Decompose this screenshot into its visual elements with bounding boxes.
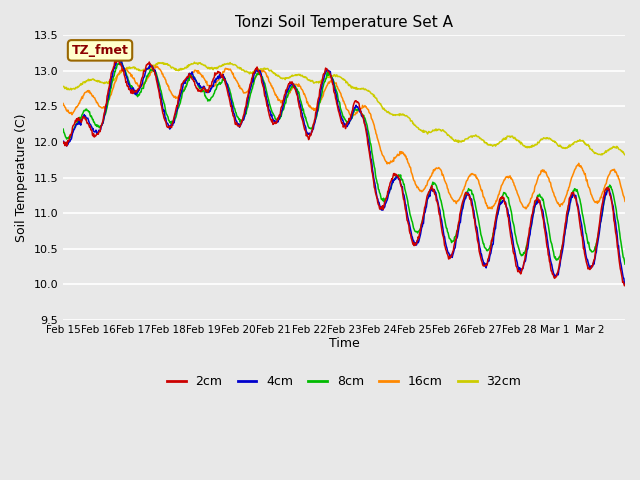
Title: Tonzi Soil Temperature Set A: Tonzi Soil Temperature Set A [235, 15, 453, 30]
Y-axis label: Soil Temperature (C): Soil Temperature (C) [15, 113, 28, 242]
Legend: 2cm, 4cm, 8cm, 16cm, 32cm: 2cm, 4cm, 8cm, 16cm, 32cm [162, 370, 526, 393]
X-axis label: Time: Time [329, 337, 360, 350]
Text: TZ_fmet: TZ_fmet [72, 44, 129, 57]
